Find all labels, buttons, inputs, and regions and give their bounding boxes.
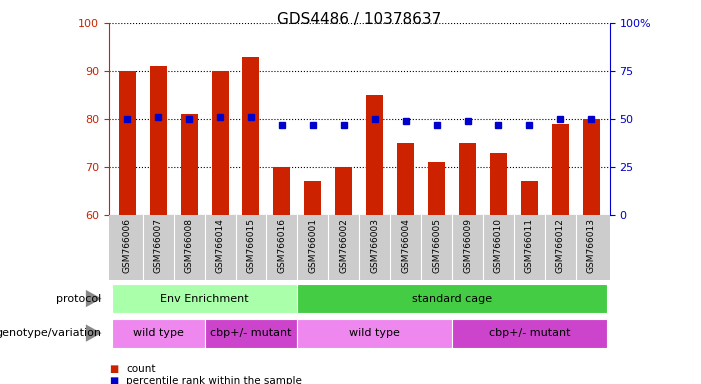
Bar (297, 284, 607, 313)
Text: GSM766010: GSM766010 (494, 218, 503, 273)
Bar (583, 119, 600, 215)
Text: GSM766014: GSM766014 (215, 218, 224, 273)
Text: GDS4486 / 10378637: GDS4486 / 10378637 (277, 12, 442, 26)
Text: GSM766006: GSM766006 (123, 218, 132, 273)
Text: ■: ■ (109, 376, 118, 384)
Text: ■: ■ (109, 364, 118, 374)
Text: cbp+/- mutant: cbp+/- mutant (210, 328, 292, 338)
Text: GSM766008: GSM766008 (184, 218, 193, 273)
Text: GSM766005: GSM766005 (432, 218, 441, 273)
Bar (243, 56, 259, 215)
Bar (490, 152, 507, 215)
Text: GSM766001: GSM766001 (308, 218, 318, 273)
Bar (452, 319, 607, 348)
Text: cbp+/- mutant: cbp+/- mutant (489, 328, 570, 338)
Text: GSM766004: GSM766004 (401, 218, 410, 273)
Text: standard cage: standard cage (412, 293, 492, 304)
Bar (366, 95, 383, 215)
Bar (552, 124, 569, 215)
Text: wild type: wild type (349, 328, 400, 338)
Text: GSM766013: GSM766013 (587, 218, 596, 273)
Bar (304, 181, 321, 215)
Text: GSM766007: GSM766007 (154, 218, 163, 273)
Text: GSM766012: GSM766012 (556, 218, 565, 273)
Text: genotype/variation: genotype/variation (0, 328, 102, 338)
Polygon shape (86, 290, 102, 307)
Bar (181, 114, 198, 215)
Bar (335, 167, 353, 215)
Text: Env Enrichment: Env Enrichment (161, 293, 249, 304)
Text: wild type: wild type (132, 328, 184, 338)
Bar (118, 71, 136, 215)
Text: percentile rank within the sample: percentile rank within the sample (126, 376, 302, 384)
Bar (149, 66, 167, 215)
Bar (459, 143, 476, 215)
Bar (521, 181, 538, 215)
Bar (111, 284, 297, 313)
Polygon shape (86, 324, 102, 342)
Text: GSM766011: GSM766011 (525, 218, 534, 273)
Bar (297, 319, 452, 348)
Text: GSM766003: GSM766003 (370, 218, 379, 273)
Bar (428, 162, 445, 215)
Bar (397, 143, 414, 215)
Bar (111, 319, 205, 348)
Bar (205, 319, 297, 348)
Bar (273, 167, 290, 215)
Text: count: count (126, 364, 156, 374)
Text: GSM766009: GSM766009 (463, 218, 472, 273)
Text: GSM766002: GSM766002 (339, 218, 348, 273)
Text: GSM766016: GSM766016 (278, 218, 287, 273)
Bar (212, 71, 229, 215)
Text: protocol: protocol (56, 293, 102, 304)
Text: GSM766015: GSM766015 (247, 218, 255, 273)
